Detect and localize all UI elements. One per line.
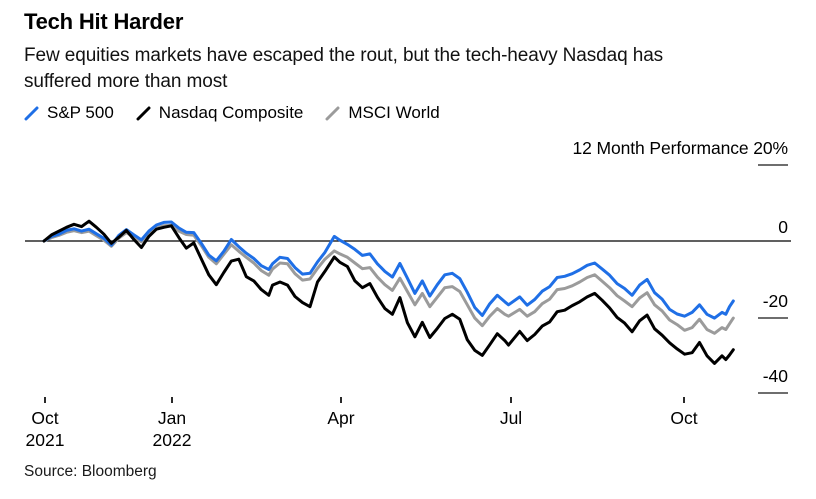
- x-label-month: Oct: [670, 408, 698, 428]
- legend-label-nasdaq: Nasdaq Composite: [158, 103, 304, 122]
- y-tick-dash-20: [758, 164, 788, 166]
- legend-label-msci: MSCI World: [348, 103, 440, 122]
- x-tick-jan-2022: [171, 397, 173, 403]
- nasdaq-line-swatch-icon: [136, 106, 151, 120]
- x-label-jan-2022: Jan 2022: [153, 407, 192, 451]
- y-axis-title: 12 Month Performance 20%: [572, 138, 789, 158]
- x-tick-apr: [340, 397, 342, 403]
- msci-line-swatch-icon: [325, 106, 340, 120]
- legend-label-sp500: S&P 500: [47, 103, 114, 122]
- y-tick-label-minus40: -40: [762, 366, 788, 386]
- subtitle-line-1: Few equities markets have escaped the ro…: [24, 45, 664, 66]
- legend-item-msci: MSCI World: [325, 103, 440, 123]
- x-label-jul: Jul: [500, 407, 522, 429]
- series-lines: [42, 219, 735, 365]
- x-tick-oct-2021: [44, 397, 46, 403]
- source-attribution: Source: Bloomberg: [24, 463, 157, 480]
- series-line-nasdaq-composite: [42, 219, 735, 365]
- x-tick-jul: [510, 397, 512, 403]
- x-tick-oct: [683, 397, 685, 403]
- sp500-line-swatch-icon: [24, 106, 39, 120]
- chart-subtitle: Few equities markets have escaped the ro…: [24, 43, 663, 95]
- x-label-month: Jan: [157, 408, 187, 428]
- x-label-month: Apr: [327, 408, 355, 428]
- x-label-year: 2022: [152, 430, 192, 450]
- legend-item-nasdaq: Nasdaq Composite: [136, 103, 304, 123]
- x-label-month: Oct: [31, 408, 59, 428]
- x-label-month: Jul: [499, 408, 523, 428]
- y-tick-dash-minus20: [758, 317, 788, 319]
- legend-item-sp500: S&P 500: [24, 103, 114, 123]
- series-line-s-p-500: [42, 220, 735, 320]
- x-label-oct: Oct: [670, 407, 697, 429]
- x-label-apr: Apr: [327, 407, 354, 429]
- x-label-year: 2021: [25, 430, 65, 450]
- y-tick-dash-minus40: [758, 392, 788, 394]
- y-tick-label-minus20: -20: [762, 291, 788, 311]
- y-tick-label-0: 0: [778, 217, 788, 237]
- legend: S&P 500 Nasdaq Composite MSCI World: [24, 103, 440, 123]
- chart-title: Tech Hit Harder: [24, 9, 184, 34]
- x-label-oct-2021: Oct 2021: [26, 407, 65, 451]
- subtitle-line-2: suffered more than most: [24, 71, 228, 92]
